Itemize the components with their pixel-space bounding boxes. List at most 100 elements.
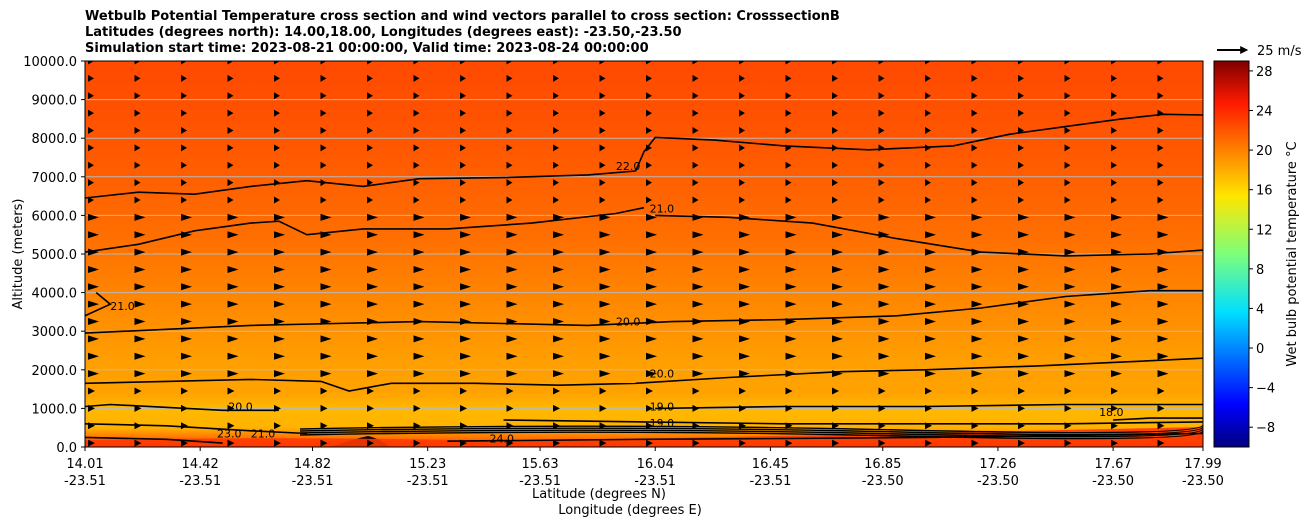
wind-vector-102 [181, 126, 187, 134]
wind-vector-477 [181, 387, 188, 395]
wind-vector-154 [274, 161, 280, 169]
wind-vector-362 [646, 300, 657, 308]
wind-vector-67 [878, 92, 885, 100]
wind-vector-478 [227, 387, 235, 395]
wind-vector-512 [646, 404, 653, 412]
wind-vector-468 [925, 370, 936, 378]
quiver-key: 25 m/s [1217, 44, 1302, 59]
wind-vector-410 [553, 335, 564, 343]
chart-title-line-2: Latitudes (degrees north): 14.00,18.00, … [85, 25, 682, 40]
wind-vector-243 [925, 213, 936, 221]
contour-line-4 [85, 291, 112, 317]
wind-vector-21 [1064, 61, 1071, 65]
wind-vector-57 [413, 92, 420, 100]
wind-vector-14 [739, 61, 745, 65]
wind-vector-331 [367, 283, 378, 291]
quiver-key-label: 25 m/s [1257, 44, 1302, 59]
wind-vector-458 [460, 370, 471, 378]
wind-vector-552 [181, 439, 188, 447]
y-axis-label: Altitude (meters) [11, 199, 26, 310]
wind-vector-82 [413, 109, 420, 117]
wind-vector-316 [832, 265, 843, 273]
y-tick-label-8: 8000.0 [32, 132, 78, 147]
wind-vector-373 [1157, 300, 1169, 308]
wind-vector-265 [785, 231, 797, 239]
wind-vector-264 [739, 231, 750, 239]
wind-vector-453 [227, 370, 239, 378]
x-axis-label-longitude: Longitude (degrees E) [558, 503, 702, 518]
wind-vector-313 [692, 265, 704, 273]
wind-vector-30 [320, 74, 327, 82]
chart-title-line-1: Wetbulb Potential Temperature cross sect… [85, 9, 840, 24]
wind-vector-437 [646, 352, 657, 360]
wind-vector-301 [134, 265, 146, 273]
wind-vector-307 [413, 265, 425, 273]
wind-vector-284 [506, 248, 518, 256]
wind-vector-409 [506, 335, 518, 343]
wind-vector-127 [181, 144, 187, 152]
wind-vector-371 [1064, 300, 1076, 308]
wind-vector-258 [460, 231, 471, 239]
x-tick-lon-2: -23.51 [292, 474, 334, 489]
colorbar-tick-label-3: 4 [1256, 302, 1264, 317]
wind-vector-430 [320, 352, 332, 360]
wind-vector-145 [1018, 144, 1024, 152]
wind-vector-280 [320, 248, 332, 256]
wind-vector-126 [134, 144, 141, 152]
wind-vector-171 [1064, 161, 1071, 169]
y-tick-label-4: 4000.0 [32, 287, 78, 302]
wind-vector-449 [1204, 353, 1215, 360]
wind-vector-95 [1018, 109, 1024, 117]
wind-vector-4 [274, 61, 280, 65]
wind-vector-130 [320, 144, 327, 152]
wind-vector-333 [460, 283, 471, 291]
wind-vector-376 [134, 318, 146, 326]
wind-vector-134 [506, 144, 513, 152]
wind-vector-568 [925, 439, 932, 447]
wind-vector-49 [1204, 75, 1210, 82]
wind-vector-450 [88, 370, 99, 378]
wind-vector-434 [506, 352, 518, 360]
wind-vector-163 [692, 161, 699, 169]
wind-vector-484 [506, 387, 514, 395]
wind-vector-103 [227, 126, 234, 134]
wind-vector-473 [1157, 370, 1169, 378]
wind-vector-311 [599, 265, 611, 273]
wind-vector-305 [320, 265, 332, 273]
wind-vector-562 [646, 439, 653, 447]
wind-vector-7 [413, 61, 420, 65]
wind-vector-151 [134, 161, 141, 169]
wind-vector-178 [227, 179, 234, 187]
wind-vector-15 [785, 61, 792, 65]
wind-vector-469 [971, 370, 983, 378]
wind-vector-118 [925, 126, 931, 134]
wind-vector-6 [367, 61, 373, 65]
wind-vector-237 [646, 213, 657, 221]
wind-vector-191 [832, 179, 838, 187]
wind-vector-448 [1157, 352, 1169, 360]
wind-vector-306 [367, 265, 378, 273]
wind-vector-254 [274, 231, 285, 239]
wind-vector-146 [1064, 144, 1071, 152]
wind-vector-302 [181, 265, 192, 273]
wind-vector-291 [832, 248, 843, 256]
wind-vector-374 [1204, 301, 1215, 308]
wind-vector-40 [785, 74, 792, 82]
wind-vector-110 [553, 126, 559, 134]
wind-vector-572 [1111, 439, 1118, 447]
colorbar-tick-label-5: 12 [1256, 223, 1273, 238]
wind-vector-340 [785, 283, 797, 291]
colorbar-tick-label-0: −8 [1256, 421, 1275, 436]
wind-vector-282 [413, 248, 425, 256]
wind-vector-77 [181, 109, 187, 117]
wind-vector-277 [181, 248, 192, 256]
wind-vector-489 [739, 387, 746, 395]
wind-vector-530 [320, 422, 328, 430]
wind-vector-136 [599, 144, 606, 152]
wind-vector-346 [1064, 283, 1076, 291]
wind-vector-247 [1111, 213, 1122, 221]
wind-vector-486 [599, 387, 607, 395]
wind-vector-66 [832, 92, 838, 100]
wind-vector-107 [413, 126, 420, 134]
colorbar [1213, 60, 1250, 448]
